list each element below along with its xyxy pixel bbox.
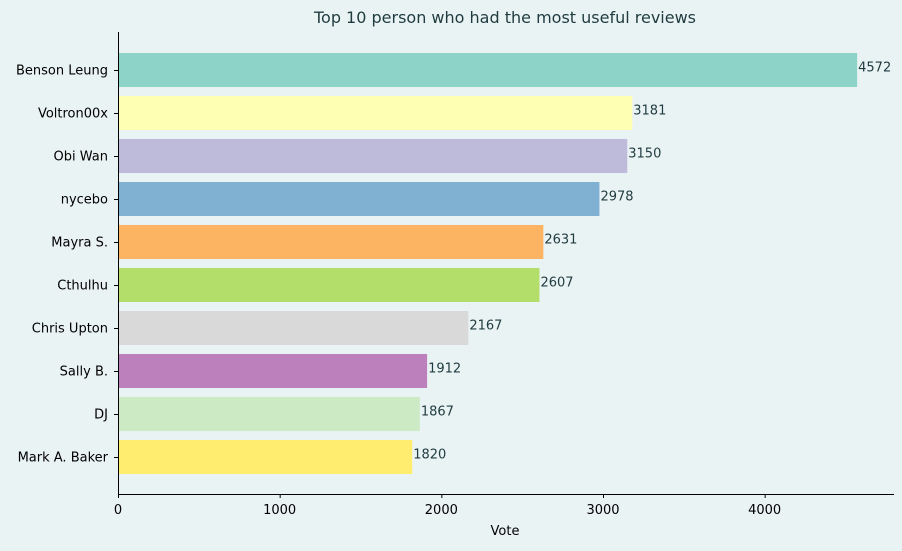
bar	[118, 354, 428, 388]
x-axis-label: Vote	[491, 524, 520, 539]
y-tick-label: Chris Upton	[32, 322, 108, 337]
bar-value-label: 1867	[421, 405, 454, 420]
y-tick-label: Cthulhu	[57, 279, 108, 294]
bar-value-label: 3150	[628, 147, 661, 162]
y-tick-label: Voltron00x	[38, 107, 108, 122]
bar	[118, 139, 628, 173]
bar	[118, 53, 858, 87]
y-tick-label: nycebo	[61, 193, 108, 208]
bar-value-label: 2978	[600, 190, 633, 205]
value-labels-layer: 4572 3181 3150 2978 2631 2607 2167 1912 1867 1820	[413, 61, 891, 463]
bar-value-label: 4572	[858, 61, 891, 76]
x-tick-label: 3000	[586, 503, 619, 518]
y-tick-label: Mark A. Baker	[18, 451, 109, 466]
bar	[118, 440, 413, 474]
bar-value-label: 2607	[540, 276, 573, 291]
bar	[118, 182, 600, 216]
chart-title: Top 10 person who had the most useful re…	[313, 8, 696, 27]
bars-layer	[118, 53, 858, 474]
y-tick-label: DJ	[94, 408, 108, 423]
bar-value-label: 3181	[633, 104, 666, 119]
y-tick-label: Mayra S.	[51, 236, 108, 251]
bar-value-label: 2631	[544, 233, 577, 248]
bar-value-label: 1820	[413, 448, 446, 463]
x-tick-label: 4000	[748, 503, 781, 518]
bar-value-label: 2167	[469, 319, 502, 334]
bar	[118, 397, 420, 431]
y-tick-labels-layer: Benson Leung Voltron00x Obi Wan nycebo Mayra…	[16, 64, 118, 466]
x-tick-label: 1000	[263, 503, 296, 518]
y-tick-label: Benson Leung	[16, 64, 108, 79]
y-tick-label: Sally B.	[60, 365, 108, 380]
x-ticks-layer: 0 1000 2000 3000 4000	[114, 494, 781, 518]
bar	[118, 96, 633, 130]
bar	[118, 311, 469, 345]
y-tick-label: Obi Wan	[54, 150, 108, 165]
bar-value-label: 1912	[428, 362, 461, 377]
bar	[118, 225, 544, 259]
bar	[118, 268, 540, 302]
x-tick-label: 0	[114, 503, 122, 518]
x-tick-label: 2000	[425, 503, 458, 518]
